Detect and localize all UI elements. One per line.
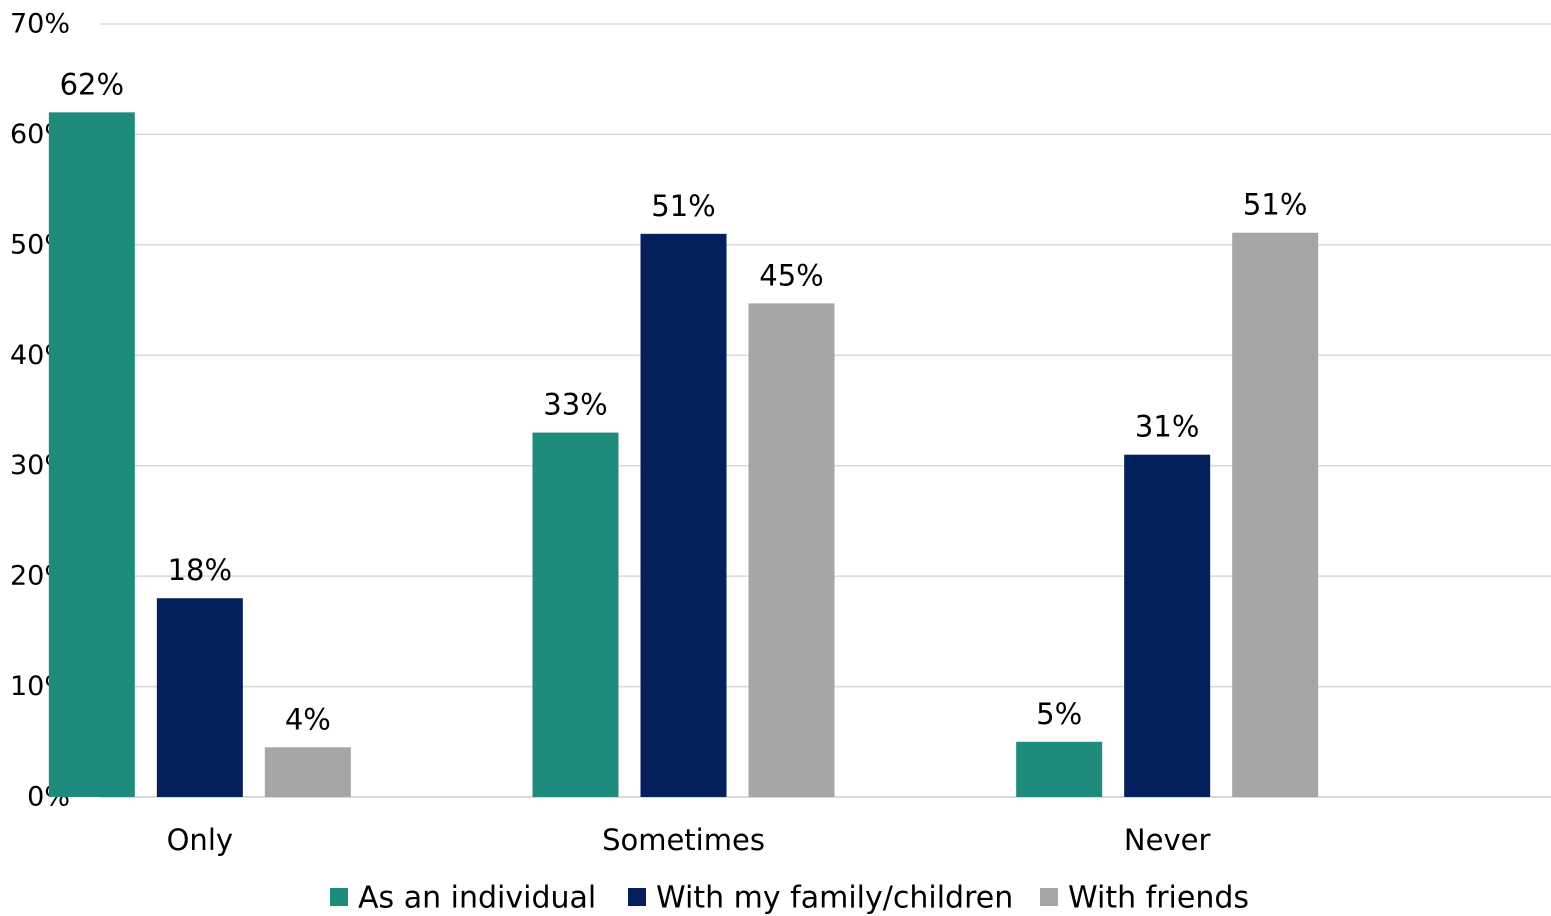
legend-swatch-2 <box>1040 888 1058 906</box>
y-tick-label: 70% <box>10 9 70 40</box>
legend-label-0: As an individual <box>358 881 596 916</box>
legend-label-2: With friends <box>1068 881 1249 916</box>
data-label: 5% <box>1036 697 1082 731</box>
data-label: 33% <box>543 388 607 422</box>
legend-label-1: With my family/children <box>656 881 1013 916</box>
legend-swatch-1 <box>628 888 646 906</box>
bar-only-2 <box>264 747 351 797</box>
data-label: 51% <box>651 189 715 223</box>
bar-sometimes-2 <box>748 303 835 797</box>
bar-never-1 <box>1124 454 1211 797</box>
data-label: 4% <box>285 702 331 736</box>
data-labels: 62% 18% 4% 33% 51% 45% 5% 31% 51% <box>60 67 1308 736</box>
data-label: 51% <box>1243 188 1307 222</box>
data-label: 18% <box>168 553 232 587</box>
x-tick-label: Only <box>167 823 233 857</box>
data-label: 62% <box>60 67 124 101</box>
bar-never-2 <box>1232 232 1319 797</box>
legend-swatch-0 <box>330 888 348 906</box>
bar-never-0 <box>1016 741 1103 797</box>
bar-only-0 <box>48 112 135 798</box>
bars <box>48 112 1319 798</box>
bar-only-1 <box>156 598 243 797</box>
x-tick-label: Sometimes <box>602 823 765 857</box>
data-label: 31% <box>1135 410 1199 444</box>
x-axis-ticks: Only Sometimes Never <box>167 823 1211 857</box>
data-label: 45% <box>759 258 823 292</box>
x-tick-label: Never <box>1124 823 1211 857</box>
bar-sometimes-1 <box>640 233 727 798</box>
bar-sometimes-0 <box>532 432 619 797</box>
legend: As an individual With my family/children W… <box>330 881 1249 916</box>
